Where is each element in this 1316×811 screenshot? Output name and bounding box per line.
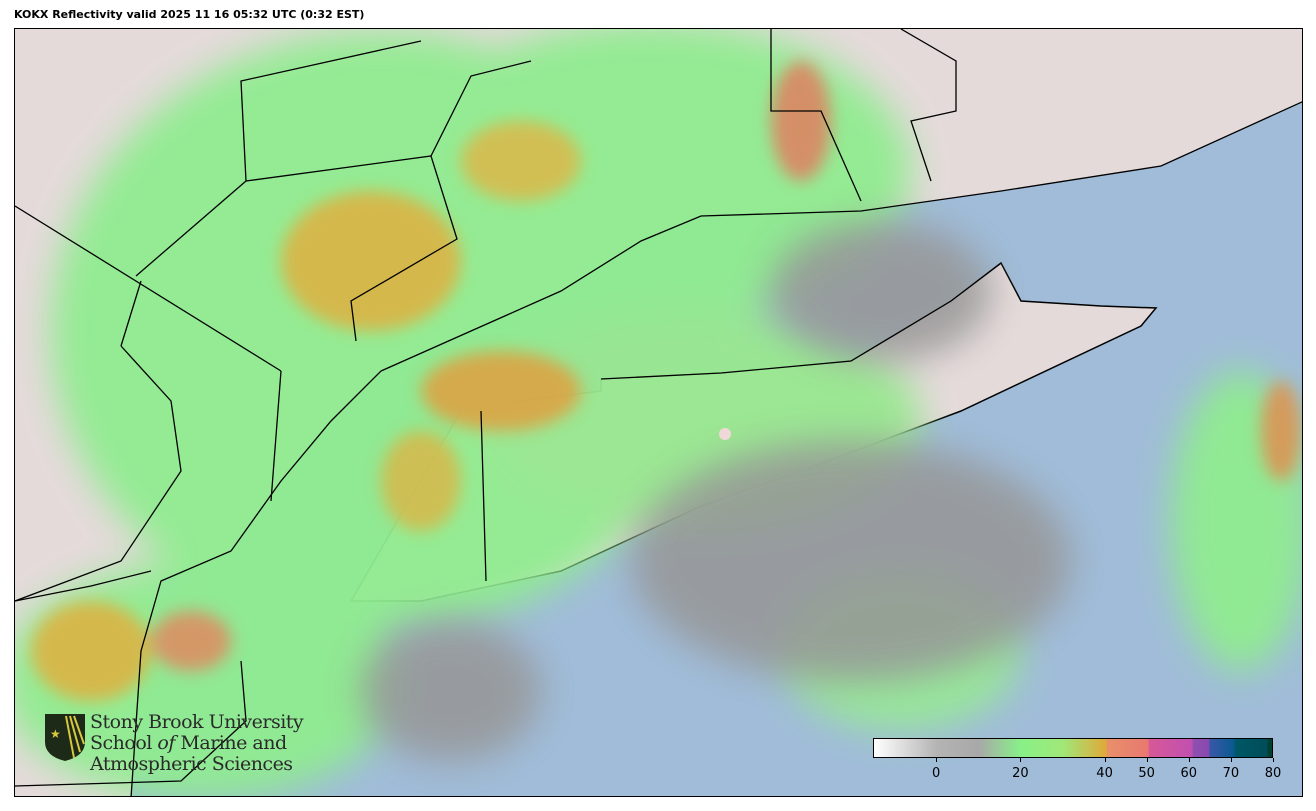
svg-text:★: ★: [50, 727, 61, 741]
colorbar-tick-mark: [1020, 758, 1022, 762]
colorbar-tick-label: 50: [1138, 766, 1155, 781]
reflectivity-colorbar: [873, 738, 1273, 758]
colorbar-tick-label: 40: [1096, 766, 1113, 781]
colorbar-tick-label: 70: [1222, 766, 1240, 781]
radar-echoes: [15, 29, 1302, 796]
colorbar-tick-label: 80: [1264, 766, 1282, 781]
colorbar-tick-mark: [1230, 758, 1232, 762]
colorbar-tick-label: 20: [1012, 766, 1029, 781]
sbu-somas-logo: ★ Stony Brook University School of Marin…: [44, 711, 304, 775]
logo-line-2b: of: [157, 732, 175, 754]
logo-line-2c: Marine and: [174, 732, 287, 754]
logo-line-3: Atmospheric Sciences: [90, 753, 293, 775]
shield-icon: ★: [45, 714, 85, 761]
colorbar-tick-mark: [1188, 758, 1190, 762]
colorbar-tick-mark: [1273, 758, 1274, 762]
map-title: KOKX Reflectivity valid 2025 11 16 05:32…: [14, 8, 365, 21]
radar-map[interactable]: [14, 28, 1303, 797]
colorbar-tick-label: 60: [1180, 766, 1198, 781]
radar-site-marker: [719, 428, 731, 440]
colorbar-tick-mark: [1104, 758, 1106, 762]
logo-line-1: Stony Brook University: [90, 711, 304, 733]
colorbar-tick-mark: [1146, 758, 1148, 762]
logo-line-2a: School: [90, 732, 158, 754]
logo-line-2: School of Marine and: [90, 733, 303, 754]
map-canvas: [15, 29, 1302, 796]
colorbar-tick-label: 0: [932, 766, 941, 781]
boundaries: [15, 29, 1302, 796]
colorbar-tick-mark: [936, 758, 938, 762]
